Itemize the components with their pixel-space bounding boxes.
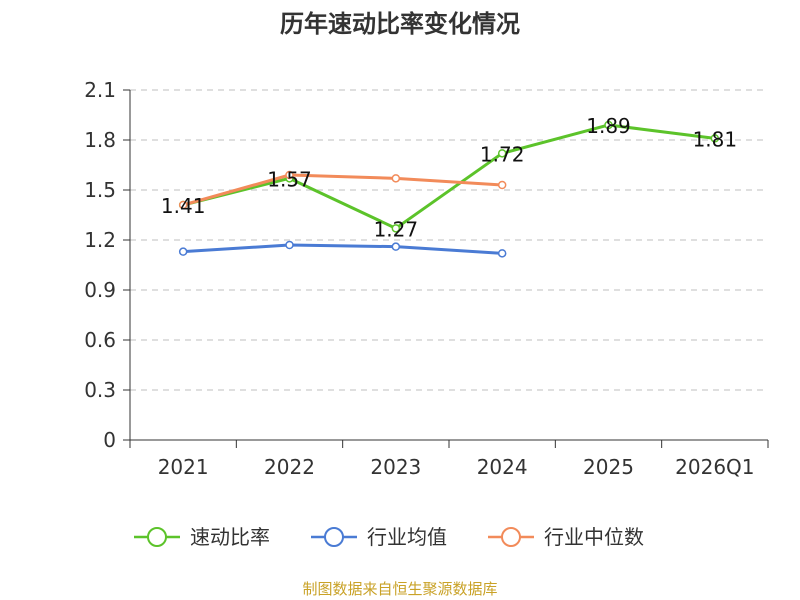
x-axis: 2021 2022 2023 2024 2025 2026Q1 [129,439,769,479]
grid [130,89,768,391]
data-label: 1.57 [267,167,312,191]
data-label: 1.81 [693,127,738,151]
y-tick-label: 2.1 [84,78,116,102]
y-axis: 0 0.3 0.6 0.9 1.2 1.5 1.8 2.1 [84,78,131,452]
data-point [604,120,613,130]
data-label: 1.89 [586,114,631,138]
data-point [497,149,507,158]
legend-label: 行业中位数 [544,525,644,549]
legend-swatch-marker [147,527,167,547]
data-label: 1.72 [480,142,525,166]
source-note: 制图数据来自恒生聚源数据库 [302,580,497,598]
data-point [710,134,720,143]
chart-title: 历年速动比率变化情况 [280,10,520,38]
data-point [178,200,188,210]
data-point [285,170,294,180]
y-tick-label: 1.5 [84,178,116,202]
data-point [285,240,294,250]
data-point [391,242,401,251]
data-label: 1.41 [161,194,206,218]
series-line-1 [182,123,716,230]
x-tick-label: 2022 [264,455,315,479]
y-tick-label: 1.2 [84,228,116,252]
x-tick-label: 2021 [158,455,209,479]
y-tick-label: 0.6 [84,328,116,352]
series-line-3 [182,173,503,207]
legend: 速动比率 行业均值 行业中位数 [134,525,644,549]
data-label: 1.27 [374,217,419,241]
series-layer: 1.41 1.57 1.27 1.72 1.89 1.81 [161,114,738,258]
x-tick-label: 2024 [477,455,528,479]
data-point [497,249,507,258]
data-point [391,224,401,233]
y-tick-label: 1.8 [84,128,116,152]
series-line-2 [183,243,503,255]
data-point [178,247,188,256]
legend-label: 速动比率 [190,525,270,549]
data-point [391,174,401,183]
legend-swatch-marker [324,527,344,547]
legend-swatch-marker [501,527,521,547]
y-tick-label: 0.9 [84,278,116,302]
x-tick-label: 2023 [370,455,421,479]
x-tick-label: 2025 [583,455,634,479]
legend-label: 行业均值 [367,525,447,549]
y-tick-label: 0 [103,428,116,452]
x-tick-label: 2026Q1 [675,455,754,479]
data-point [497,180,507,190]
y-tick-label: 0.3 [84,378,116,402]
